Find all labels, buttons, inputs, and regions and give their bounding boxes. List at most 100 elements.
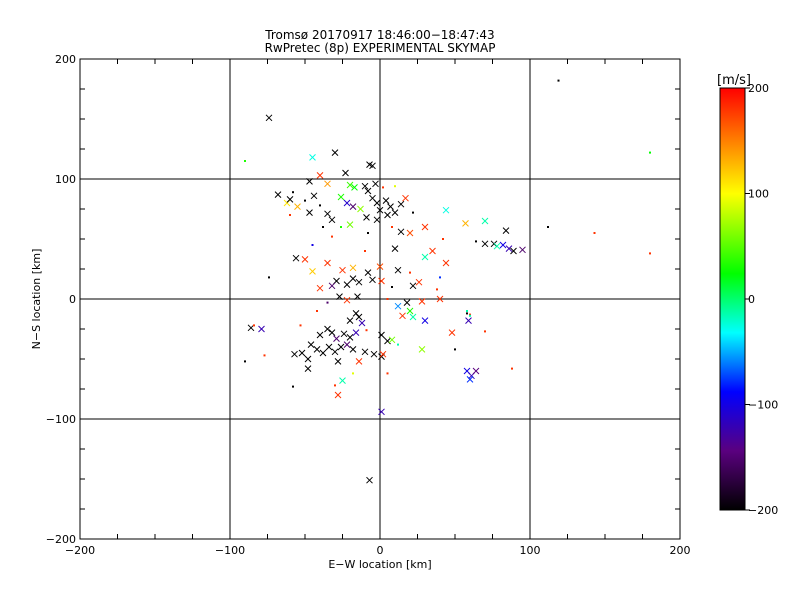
data-point-cross xyxy=(394,266,402,274)
y-tick-label: 100 xyxy=(55,173,76,186)
cross-stroke xyxy=(340,330,348,338)
data-point-cross xyxy=(337,193,345,201)
data-point-cross xyxy=(481,240,489,248)
x-axis-ticks: −200 −100 0 100 200 xyxy=(65,59,691,557)
data-point-cross xyxy=(328,329,336,336)
data-point-cross xyxy=(298,349,306,357)
data-point-cross xyxy=(376,206,384,214)
cross-stroke xyxy=(406,307,414,315)
data-point-cross xyxy=(358,319,366,327)
x-tick-label: 0 xyxy=(377,544,384,557)
data-point-cross xyxy=(292,254,300,262)
cross-stroke xyxy=(316,331,324,339)
data-point-cross xyxy=(361,182,369,190)
data-point-cross xyxy=(442,259,450,267)
data-point-dot xyxy=(292,191,294,194)
data-point-cross xyxy=(402,194,409,202)
data-point-cross xyxy=(372,180,379,188)
cross-stroke xyxy=(472,367,480,375)
data-point-dot xyxy=(334,384,336,387)
cross-stroke xyxy=(331,149,339,156)
data-point-cross xyxy=(442,206,450,214)
data-point-dot xyxy=(391,286,393,288)
data-point-cross xyxy=(406,229,414,237)
cross-stroke xyxy=(448,329,456,336)
cross-stroke xyxy=(429,247,436,255)
data-point-cross xyxy=(394,302,402,310)
data-point-cross xyxy=(429,247,436,255)
data-point-cross xyxy=(436,295,444,303)
data-point-cross xyxy=(331,348,339,356)
data-point-cross xyxy=(351,184,358,191)
cross-stroke xyxy=(334,358,342,365)
data-point-dot xyxy=(439,276,441,279)
cross-stroke xyxy=(391,245,399,252)
cross-stroke xyxy=(349,346,357,353)
cross-stroke xyxy=(316,284,324,292)
cross-stroke xyxy=(346,317,354,324)
data-point-dot xyxy=(386,298,389,300)
data-point-dot xyxy=(649,252,651,255)
cross-stroke xyxy=(397,200,405,208)
data-point-cross xyxy=(337,343,345,351)
data-point-dot xyxy=(253,324,255,327)
data-point-cross xyxy=(306,209,313,216)
cross-stroke xyxy=(357,205,364,213)
x-tick-label: 100 xyxy=(520,544,541,557)
cross-stroke xyxy=(294,203,301,210)
data-point-cross xyxy=(406,307,414,315)
colorbar-tick-label: −100 xyxy=(748,399,778,412)
cross-stroke xyxy=(307,341,315,348)
y-axis-label: N−S location [km] xyxy=(30,249,43,350)
data-point-cross xyxy=(384,211,391,219)
cross-stroke xyxy=(366,476,373,484)
data-point-cross xyxy=(324,259,331,267)
data-point-cross xyxy=(325,343,333,351)
cross-stroke xyxy=(306,209,313,216)
data-point-dot xyxy=(244,360,246,363)
cross-stroke xyxy=(391,209,399,216)
data-point-cross xyxy=(324,325,331,333)
data-point-cross xyxy=(366,476,373,484)
data-point-cross xyxy=(378,277,385,285)
data-point-cross xyxy=(265,114,273,122)
cross-stroke xyxy=(319,349,327,357)
cross-stroke xyxy=(291,350,298,358)
cross-stroke xyxy=(304,365,312,372)
cross-stroke xyxy=(339,266,346,274)
cross-stroke xyxy=(265,114,273,122)
cross-stroke xyxy=(409,282,417,290)
data-point-cross xyxy=(379,350,387,358)
data-point-cross xyxy=(502,227,510,234)
data-point-cross xyxy=(316,172,324,179)
cross-stroke xyxy=(409,313,417,321)
cross-stroke xyxy=(328,329,336,336)
x-tick-label: −200 xyxy=(65,544,95,557)
cross-stroke xyxy=(352,329,360,336)
data-point-cross xyxy=(346,221,354,228)
cross-stroke xyxy=(499,241,507,249)
data-point-dot xyxy=(412,211,414,214)
cross-stroke xyxy=(258,325,265,333)
data-point-cross xyxy=(340,330,348,338)
data-point-cross xyxy=(352,329,360,336)
data-point-cross xyxy=(349,346,357,353)
y-tick-label: 0 xyxy=(69,293,76,306)
cross-stroke xyxy=(388,336,396,344)
cross-stroke xyxy=(328,216,336,224)
data-point-cross xyxy=(307,341,315,348)
cross-stroke xyxy=(510,247,517,255)
cross-stroke xyxy=(403,299,411,306)
data-point-cross xyxy=(370,350,378,358)
data-point-cross xyxy=(291,350,298,358)
cross-stroke xyxy=(301,256,309,263)
cross-stroke xyxy=(369,194,376,202)
cross-stroke xyxy=(306,178,313,185)
chart-subtitle: RwPretec (8p) EXPERIMENTAL SKYMAP xyxy=(264,41,496,55)
data-point-dot xyxy=(364,250,366,252)
data-point-dot xyxy=(442,238,444,240)
data-point-cross xyxy=(403,299,411,306)
data-point-dot xyxy=(511,367,513,370)
